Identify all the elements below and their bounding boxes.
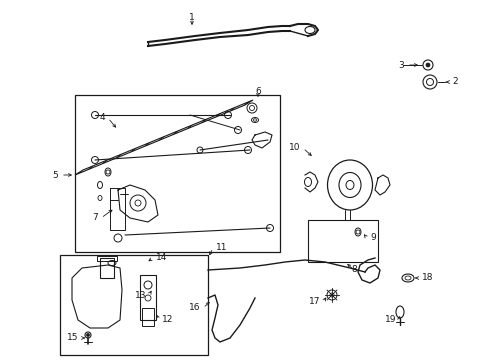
Polygon shape	[75, 100, 252, 175]
Text: 9: 9	[369, 234, 375, 243]
Text: 11: 11	[216, 243, 227, 252]
Bar	[97, 256, 117, 261]
Text: 19: 19	[384, 315, 395, 324]
Text: 18: 18	[421, 274, 433, 283]
Circle shape	[425, 63, 429, 67]
Text: 4: 4	[99, 113, 105, 122]
Text: 12: 12	[162, 315, 173, 324]
Bar	[60, 255, 207, 355]
Text: 6: 6	[255, 87, 260, 96]
Bar	[307, 220, 377, 262]
Text: 15: 15	[66, 333, 78, 342]
Text: 1: 1	[189, 13, 195, 22]
Text: 8: 8	[350, 266, 356, 274]
Circle shape	[86, 333, 89, 337]
Text: 17: 17	[308, 297, 319, 306]
Text: 13: 13	[134, 291, 146, 300]
Text: 7: 7	[92, 213, 98, 222]
Text: 16: 16	[188, 303, 200, 312]
Bar	[142, 308, 154, 326]
Text: 5: 5	[52, 171, 58, 180]
Text: 3: 3	[397, 60, 403, 69]
Bar	[100, 258, 114, 278]
Text: 10: 10	[288, 144, 299, 153]
Text: 14: 14	[156, 253, 167, 262]
Text: 2: 2	[451, 77, 457, 86]
Bar	[140, 275, 156, 320]
